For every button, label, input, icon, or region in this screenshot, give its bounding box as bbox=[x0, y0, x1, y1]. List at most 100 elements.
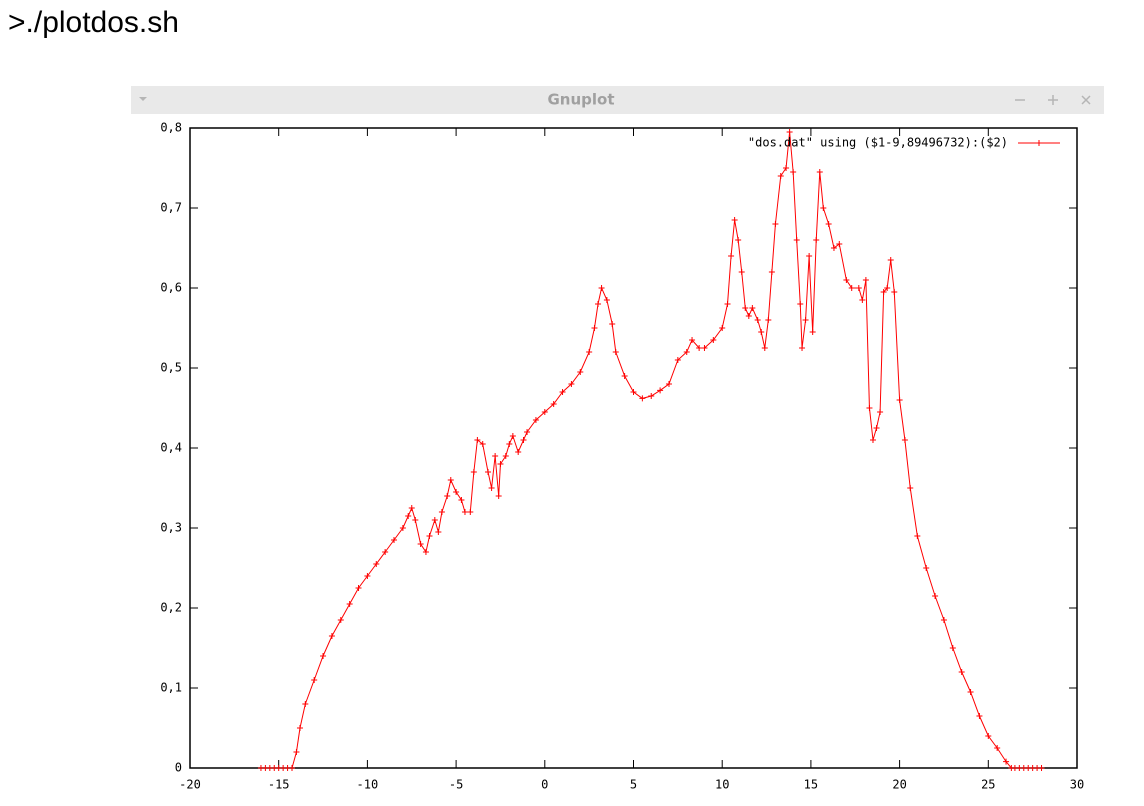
point bbox=[877, 409, 884, 415]
point bbox=[809, 329, 816, 335]
point bbox=[657, 387, 664, 394]
point bbox=[609, 321, 616, 327]
point bbox=[689, 337, 696, 343]
point bbox=[797, 301, 804, 307]
plot-frame bbox=[189, 127, 1078, 769]
point bbox=[777, 173, 784, 179]
point bbox=[724, 301, 731, 307]
point bbox=[639, 395, 646, 402]
point bbox=[866, 405, 873, 411]
point bbox=[1038, 765, 1045, 771]
x-tick-label: 15 bbox=[804, 778, 818, 792]
point bbox=[731, 217, 738, 223]
point bbox=[859, 297, 866, 303]
point bbox=[492, 453, 499, 459]
point bbox=[790, 169, 797, 175]
point bbox=[783, 165, 790, 171]
point bbox=[949, 645, 956, 651]
point bbox=[311, 677, 318, 683]
point bbox=[648, 393, 655, 399]
point bbox=[880, 289, 887, 295]
point bbox=[816, 169, 823, 175]
point bbox=[799, 345, 806, 351]
point bbox=[364, 573, 371, 579]
menu-icon[interactable] bbox=[139, 97, 147, 101]
point bbox=[976, 713, 983, 719]
point bbox=[444, 493, 451, 499]
point bbox=[337, 617, 344, 623]
point bbox=[802, 317, 809, 323]
title-bar bbox=[131, 86, 1104, 114]
point bbox=[665, 381, 672, 387]
point bbox=[749, 305, 756, 311]
point bbox=[923, 565, 930, 571]
point bbox=[289, 765, 296, 771]
legend-label: "dos.dat" using ($1-9,89496732):($2) bbox=[748, 136, 1008, 150]
x-tick-label: 5 bbox=[630, 778, 637, 792]
point bbox=[907, 485, 914, 491]
point bbox=[453, 489, 460, 495]
y-tick-label: 0,2 bbox=[160, 601, 182, 615]
point bbox=[887, 257, 894, 263]
point bbox=[296, 725, 303, 731]
point bbox=[461, 509, 468, 515]
point bbox=[346, 601, 353, 607]
x-tick-label: 30 bbox=[1070, 778, 1084, 792]
point bbox=[612, 349, 619, 355]
point bbox=[728, 253, 735, 259]
maximize-icon[interactable] bbox=[1048, 95, 1058, 105]
point bbox=[399, 525, 406, 531]
point bbox=[696, 345, 703, 351]
y-tick-label: 0,8 bbox=[160, 121, 182, 135]
y-tick-label: 0,3 bbox=[160, 521, 182, 535]
x-tick-label: -10 bbox=[357, 778, 379, 792]
point bbox=[820, 205, 827, 211]
point bbox=[806, 253, 813, 259]
point bbox=[855, 285, 862, 291]
point bbox=[873, 425, 880, 431]
point bbox=[426, 533, 433, 539]
point bbox=[768, 269, 775, 275]
point bbox=[293, 749, 300, 755]
close-icon[interactable] bbox=[1081, 95, 1091, 105]
point bbox=[595, 301, 602, 307]
point bbox=[506, 441, 513, 447]
point bbox=[568, 381, 575, 387]
point bbox=[479, 441, 486, 447]
point bbox=[901, 437, 908, 443]
command-line: >./plotdos.sh bbox=[8, 6, 179, 39]
point bbox=[405, 513, 412, 519]
point bbox=[958, 669, 965, 675]
point bbox=[825, 221, 832, 227]
point bbox=[591, 325, 598, 331]
series-line bbox=[260, 131, 1042, 769]
point bbox=[502, 453, 509, 459]
point bbox=[967, 689, 974, 695]
point bbox=[447, 477, 454, 483]
point bbox=[994, 745, 1001, 751]
point bbox=[884, 285, 891, 291]
point bbox=[524, 429, 531, 435]
point bbox=[320, 653, 327, 659]
point bbox=[710, 337, 717, 343]
point bbox=[891, 289, 898, 295]
y-tick-label: 0,6 bbox=[160, 281, 182, 295]
point bbox=[719, 325, 726, 331]
point bbox=[488, 485, 495, 491]
point bbox=[577, 369, 584, 375]
point bbox=[761, 345, 768, 351]
legend-marker bbox=[1036, 140, 1042, 146]
point bbox=[683, 349, 690, 355]
point bbox=[754, 317, 761, 323]
point bbox=[474, 437, 481, 443]
point bbox=[735, 237, 742, 243]
point bbox=[1003, 758, 1010, 765]
point bbox=[772, 221, 779, 227]
point bbox=[532, 417, 539, 423]
y-tick-label: 0 bbox=[175, 761, 182, 775]
point bbox=[431, 517, 438, 523]
x-tick-label: -20 bbox=[179, 778, 201, 792]
x-tick-label: 10 bbox=[715, 778, 729, 792]
window-title: Gnuplot bbox=[547, 91, 614, 109]
